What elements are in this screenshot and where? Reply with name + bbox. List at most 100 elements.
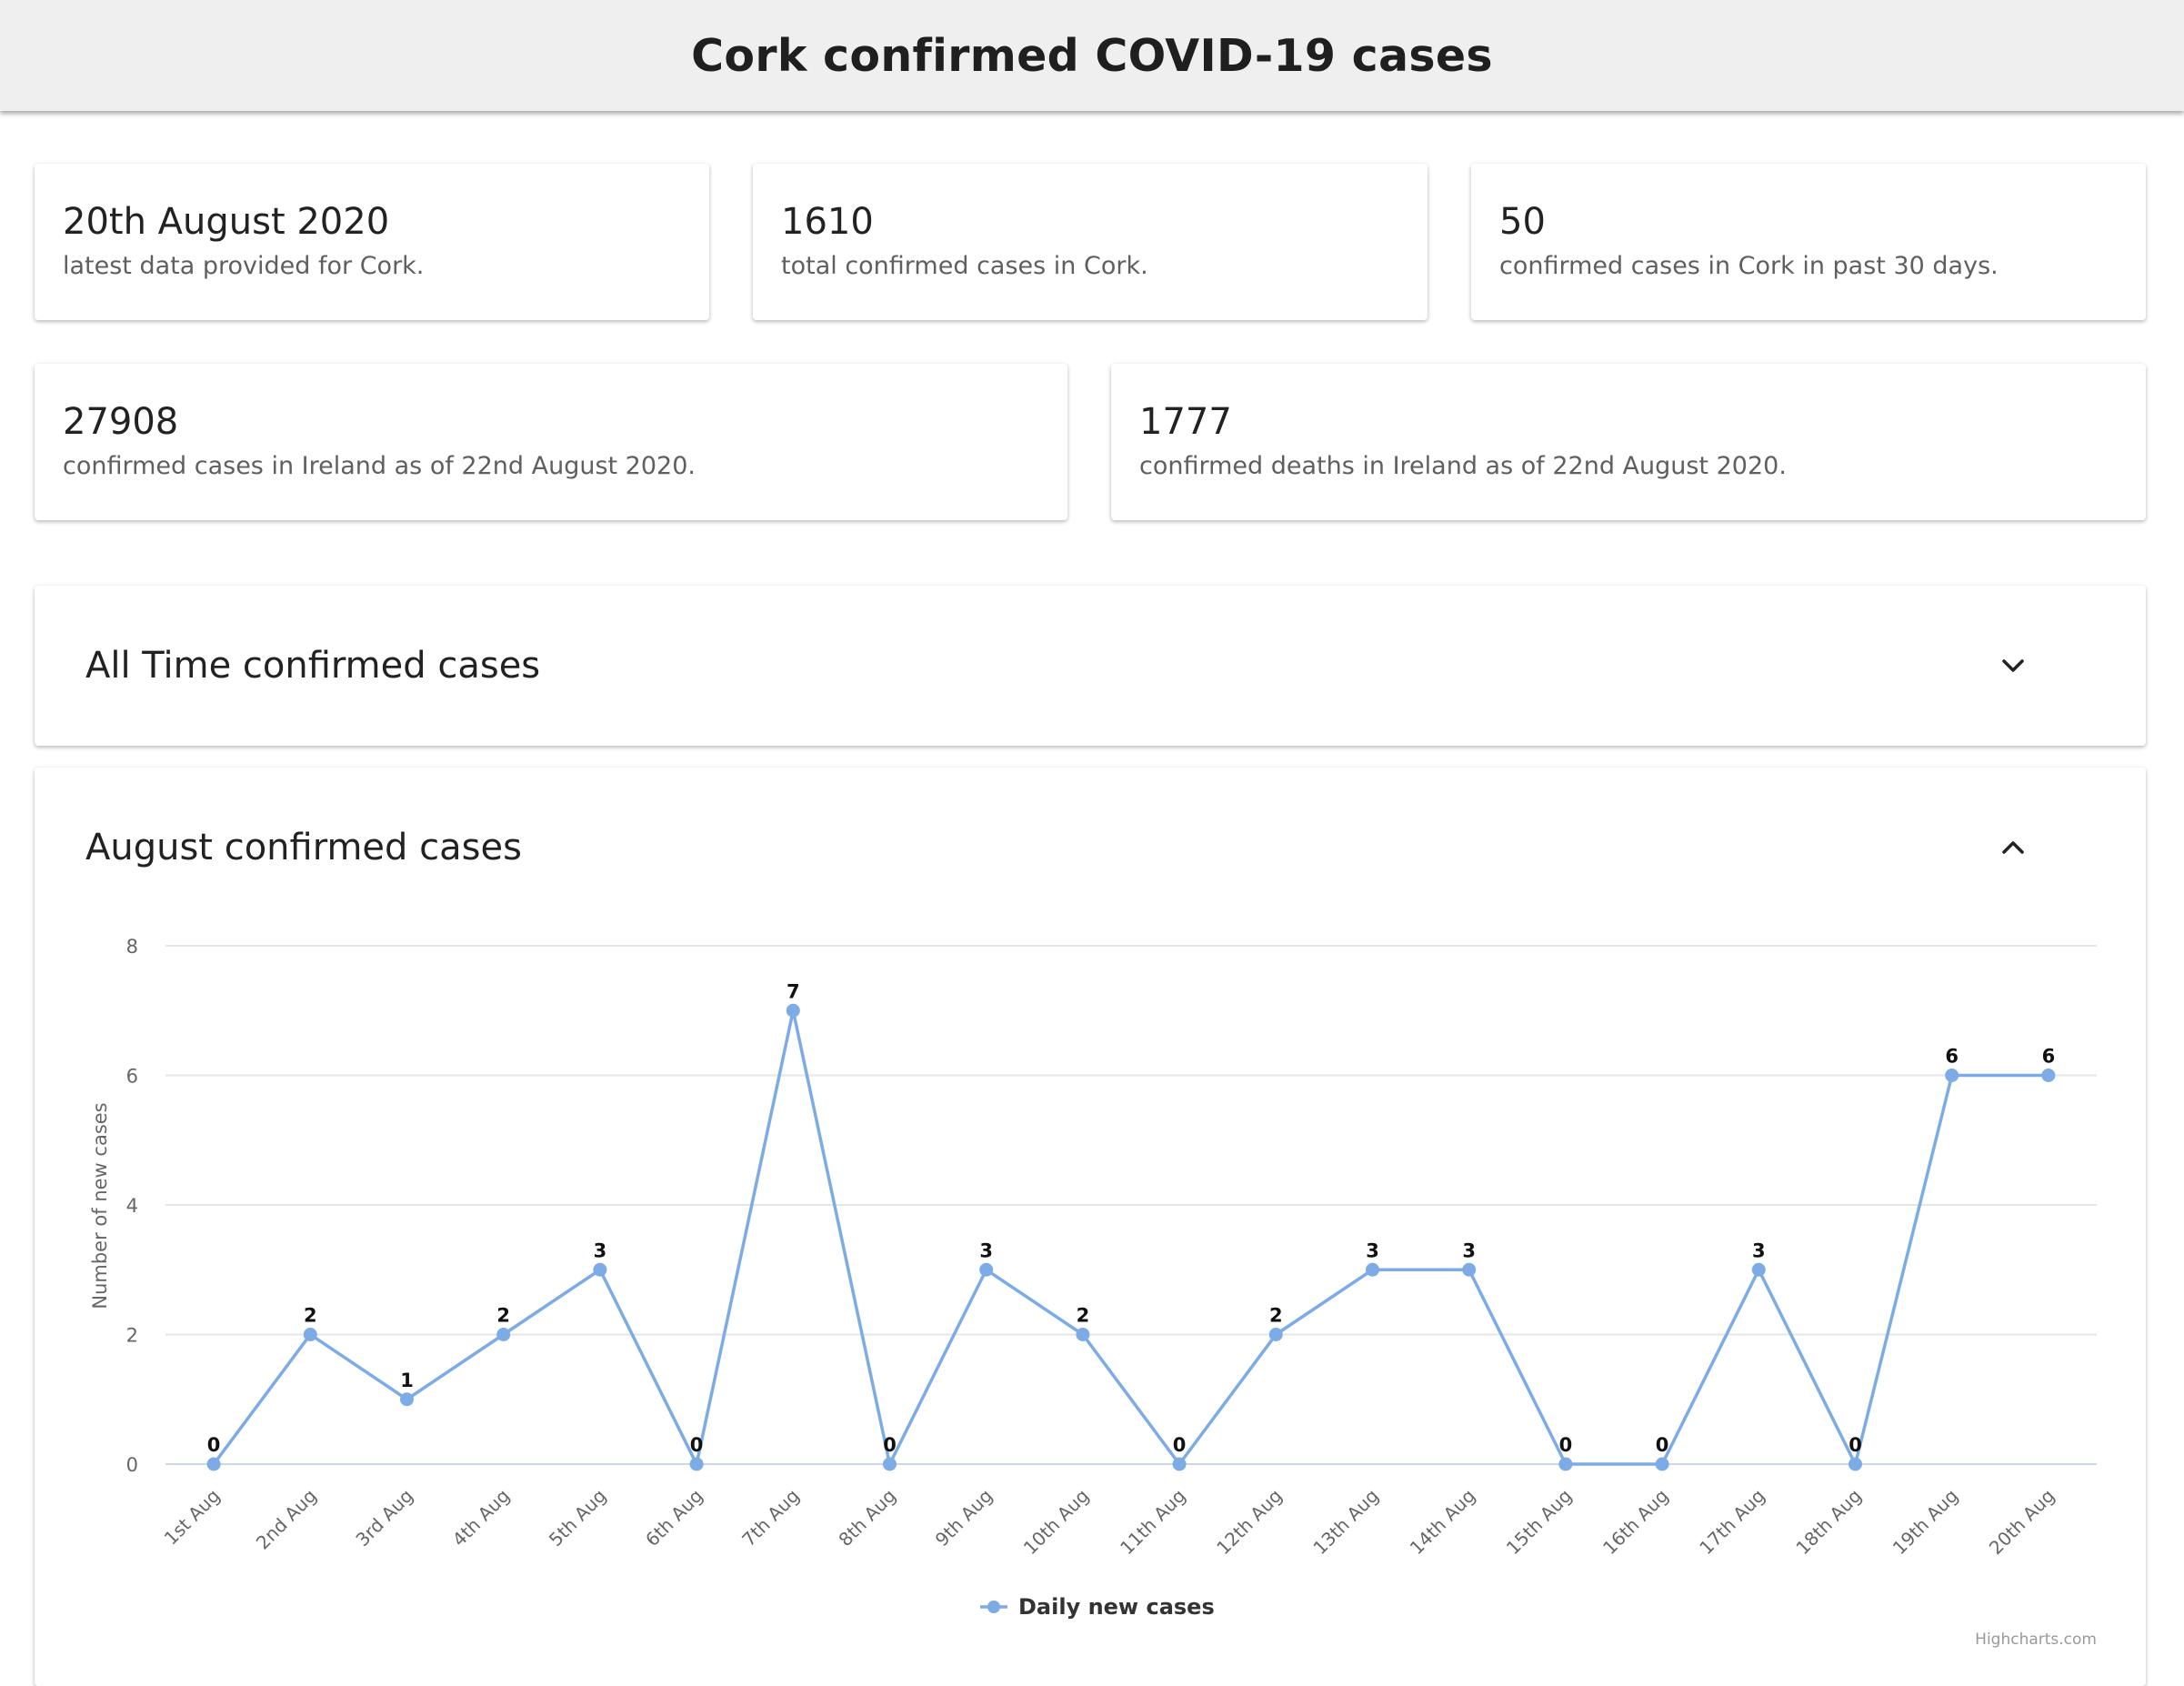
x-tick-label: 15th Aug xyxy=(1502,1485,1577,1560)
data-label: 2 xyxy=(1077,1305,1090,1327)
data-point[interactable] xyxy=(1366,1262,1379,1277)
x-tick-label: 18th Aug xyxy=(1791,1485,1866,1560)
data-point[interactable] xyxy=(1172,1457,1187,1471)
x-tick-label: 20th Aug xyxy=(1985,1485,2059,1560)
x-tick-label: 17th Aug xyxy=(1695,1485,1769,1560)
data-label: 3 xyxy=(1752,1239,1766,1261)
data-point[interactable] xyxy=(593,1262,607,1277)
data-point[interactable] xyxy=(689,1457,704,1471)
data-label: 3 xyxy=(979,1239,993,1261)
stat-description: total confirmed cases in Cork. xyxy=(781,252,1148,280)
data-point[interactable] xyxy=(1462,1262,1477,1277)
data-label: 2 xyxy=(304,1305,317,1327)
data-label: 3 xyxy=(594,1239,607,1261)
x-tick-label: 12th Aug xyxy=(1212,1485,1287,1560)
x-tick-label: 14th Aug xyxy=(1406,1485,1480,1560)
chevron-up-icon[interactable] xyxy=(1997,831,2029,864)
stat-value: 1777 xyxy=(1139,401,1232,443)
x-tick-label: 8th Aug xyxy=(834,1485,900,1551)
data-label: 6 xyxy=(2042,1046,2056,1068)
data-point[interactable] xyxy=(786,1003,800,1018)
x-tick-label: 2nd Aug xyxy=(252,1485,321,1554)
panel-title: August confirmed cases xyxy=(85,827,522,868)
x-tick-label: 7th Aug xyxy=(737,1485,804,1551)
panel-all-time[interactable]: All Time confirmed cases xyxy=(35,586,2146,746)
data-label: 3 xyxy=(1462,1239,1476,1261)
data-point[interactable] xyxy=(1655,1457,1669,1471)
data-point[interactable] xyxy=(883,1457,897,1471)
data-point[interactable] xyxy=(400,1392,414,1407)
data-label: 0 xyxy=(883,1434,897,1456)
page-title: Cork confirmed COVID-19 cases xyxy=(691,29,1493,82)
y-tick-label: 0 xyxy=(126,1454,138,1476)
data-label: 7 xyxy=(786,980,800,1002)
data-label: 1 xyxy=(400,1370,414,1391)
data-label: 0 xyxy=(207,1434,221,1456)
x-tick-label: 11th Aug xyxy=(1116,1485,1190,1560)
august-line-chart: 0 2 4 6 8 Number of new cases 1st Aug 2nd Aug… xyxy=(89,936,2097,1649)
stat-description: confirmed deaths in Ireland as of 22nd A… xyxy=(1139,452,1787,480)
x-tick-label: 1st Aug xyxy=(160,1485,225,1550)
data-point[interactable] xyxy=(1076,1328,1090,1341)
data-label: 0 xyxy=(1559,1434,1573,1456)
data-point[interactable] xyxy=(1751,1262,1766,1277)
y-tick-label: 4 xyxy=(126,1195,138,1217)
x-axis-ticks: 1st Aug 2nd Aug 3rd Aug 4th Aug 5th Aug 6th A… xyxy=(160,1485,2059,1560)
data-point[interactable] xyxy=(303,1328,317,1341)
y-tick-label: 2 xyxy=(126,1325,138,1347)
stat-description: confirmed cases in Cork in past 30 days. xyxy=(1499,252,1999,280)
x-tick-label: 13th Aug xyxy=(1308,1485,1383,1560)
legend-item-daily-new-cases[interactable]: Daily new cases xyxy=(1018,1594,1215,1620)
x-tick-label: 10th Aug xyxy=(1019,1485,1094,1560)
data-label: 2 xyxy=(496,1305,510,1327)
chevron-down-icon[interactable] xyxy=(1997,649,2029,682)
data-point[interactable] xyxy=(1268,1328,1283,1341)
stat-card-latest-date: 20th August 2020 latest data provided fo… xyxy=(35,164,709,320)
panel-august: August confirmed cases xyxy=(35,768,2146,1686)
legend-marker-symbol xyxy=(987,1601,1000,1613)
x-tick-label: 19th Aug xyxy=(1888,1485,1963,1560)
y-tick-label: 8 xyxy=(126,936,138,958)
data-label: 6 xyxy=(1945,1046,1959,1068)
stat-value: 1610 xyxy=(781,201,874,243)
y-axis-label: Number of new cases xyxy=(89,1102,111,1309)
legend[interactable]: Daily new cases xyxy=(980,1594,1215,1620)
panel-title: All Time confirmed cases xyxy=(85,645,541,687)
stat-value: 20th August 2020 xyxy=(63,201,390,243)
stat-card-ireland-deaths: 1777 confirmed deaths in Ireland as of 2… xyxy=(1111,364,2146,520)
data-point[interactable] xyxy=(979,1262,994,1277)
page-header: Cork confirmed COVID-19 cases xyxy=(0,0,2184,111)
data-label: 2 xyxy=(1269,1305,1283,1327)
stat-card-ireland-cases: 27908 confirmed cases in Ireland as of 2… xyxy=(35,364,1067,520)
panel-header[interactable]: August confirmed cases xyxy=(35,768,2146,928)
stat-value: 27908 xyxy=(63,401,179,443)
series-line-daily-new-cases xyxy=(212,1009,2049,1466)
x-tick-label: 9th Aug xyxy=(931,1485,997,1551)
x-tick-label: 3rd Aug xyxy=(351,1485,417,1551)
data-point[interactable] xyxy=(2041,1069,2056,1082)
stat-description: confirmed cases in Ireland as of 22nd Au… xyxy=(63,452,696,480)
data-label: 0 xyxy=(690,1434,704,1456)
data-point[interactable] xyxy=(496,1328,511,1341)
panel-header[interactable]: All Time confirmed cases xyxy=(35,586,2146,746)
highcharts-credit[interactable]: Highcharts.com xyxy=(1975,1631,2097,1649)
stat-value: 50 xyxy=(1499,201,1546,243)
y-axis-ticks: 0 2 4 6 8 xyxy=(126,936,138,1476)
y-tick-label: 6 xyxy=(126,1066,138,1088)
x-tick-label: 5th Aug xyxy=(545,1485,611,1551)
x-tick-label: 16th Aug xyxy=(1598,1485,1673,1560)
grid-lines xyxy=(165,945,2097,1465)
data-point[interactable] xyxy=(1945,1069,1959,1082)
data-labels: 0 2 1 2 3 0 7 0 3 2 0 2 3 3 0 0 3 0 6 6 xyxy=(207,980,2055,1456)
stat-card-total-cases: 1610 total confirmed cases in Cork. xyxy=(753,164,1428,320)
data-label: 3 xyxy=(1366,1239,1379,1261)
data-point[interactable] xyxy=(1848,1457,1862,1471)
data-point[interactable] xyxy=(1558,1457,1573,1471)
data-label: 0 xyxy=(1173,1434,1187,1456)
data-point[interactable] xyxy=(206,1457,221,1471)
x-tick-label: 4th Aug xyxy=(448,1485,515,1551)
x-tick-label: 6th Aug xyxy=(641,1485,707,1551)
data-label: 0 xyxy=(1656,1434,1669,1456)
data-points xyxy=(206,1003,2056,1471)
data-label: 0 xyxy=(1848,1434,1862,1456)
